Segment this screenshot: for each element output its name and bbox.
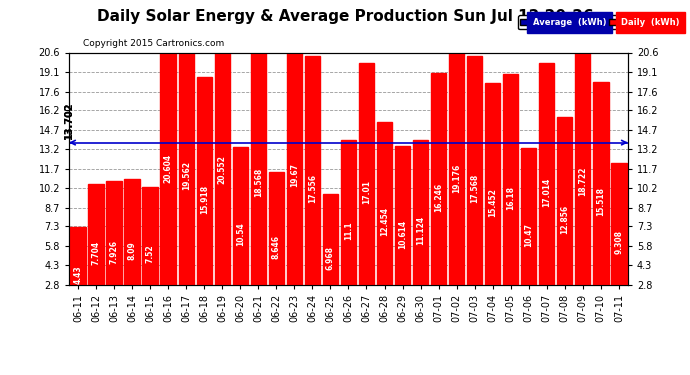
Text: 4.43: 4.43 bbox=[74, 265, 83, 284]
Bar bbox=[449, 34, 464, 285]
Text: 7.926: 7.926 bbox=[110, 240, 119, 264]
Text: Daily Solar Energy & Average Production Sun Jul 12 20:26: Daily Solar Energy & Average Production … bbox=[97, 9, 593, 24]
Bar bbox=[359, 63, 374, 285]
Text: 15.918: 15.918 bbox=[199, 185, 208, 214]
Text: 10.614: 10.614 bbox=[398, 219, 407, 249]
Text: 8.09: 8.09 bbox=[128, 241, 137, 260]
Bar bbox=[611, 164, 627, 285]
Text: Copyright 2015 Cartronics.com: Copyright 2015 Cartronics.com bbox=[83, 39, 224, 48]
Bar bbox=[124, 179, 140, 285]
Bar bbox=[250, 42, 266, 285]
Text: 20.552: 20.552 bbox=[218, 154, 227, 183]
Bar bbox=[287, 28, 302, 285]
Text: 15.518: 15.518 bbox=[596, 188, 605, 216]
Text: 10.47: 10.47 bbox=[524, 223, 533, 247]
Text: 18.722: 18.722 bbox=[578, 166, 587, 196]
Text: 10.54: 10.54 bbox=[236, 223, 245, 246]
Bar bbox=[323, 194, 338, 285]
Bar bbox=[88, 184, 104, 285]
Text: 13.702: 13.702 bbox=[64, 101, 74, 139]
Bar bbox=[593, 82, 609, 285]
Bar bbox=[70, 227, 86, 285]
Bar bbox=[197, 77, 212, 285]
Bar bbox=[575, 40, 591, 285]
Text: 17.01: 17.01 bbox=[362, 180, 371, 204]
Bar bbox=[377, 122, 392, 285]
Bar bbox=[503, 74, 518, 285]
Text: 12.856: 12.856 bbox=[560, 205, 569, 234]
Bar bbox=[431, 73, 446, 285]
Text: 17.568: 17.568 bbox=[470, 174, 479, 203]
Legend: Average  (kWh), Daily  (kWh): Average (kWh), Daily (kWh) bbox=[518, 15, 682, 29]
Text: 16.246: 16.246 bbox=[434, 183, 443, 212]
Bar bbox=[521, 148, 536, 285]
Text: 20.604: 20.604 bbox=[164, 154, 172, 183]
Text: 12.454: 12.454 bbox=[380, 207, 389, 237]
Text: 6.968: 6.968 bbox=[326, 246, 335, 270]
Bar bbox=[413, 140, 428, 285]
Bar bbox=[233, 147, 248, 285]
Text: 15.452: 15.452 bbox=[489, 188, 497, 217]
Bar bbox=[557, 117, 573, 285]
Bar bbox=[106, 182, 121, 285]
Text: 17.556: 17.556 bbox=[308, 174, 317, 203]
Bar bbox=[179, 30, 194, 285]
Bar bbox=[305, 56, 320, 285]
Bar bbox=[467, 56, 482, 285]
Bar bbox=[161, 16, 176, 285]
Bar bbox=[341, 140, 356, 285]
Text: 7.704: 7.704 bbox=[92, 241, 101, 265]
Text: 8.646: 8.646 bbox=[272, 235, 281, 259]
Bar bbox=[395, 146, 410, 285]
Bar bbox=[142, 187, 158, 285]
Text: 19.562: 19.562 bbox=[181, 161, 190, 190]
Text: 16.18: 16.18 bbox=[506, 186, 515, 210]
Text: 19.176: 19.176 bbox=[452, 164, 461, 193]
Bar bbox=[485, 83, 500, 285]
Bar bbox=[215, 16, 230, 285]
Text: 9.308: 9.308 bbox=[614, 231, 623, 255]
Text: 13.702: 13.702 bbox=[64, 101, 74, 139]
Text: 11.1: 11.1 bbox=[344, 222, 353, 240]
Text: 11.124: 11.124 bbox=[416, 216, 425, 245]
Text: 19.67: 19.67 bbox=[290, 163, 299, 187]
Bar bbox=[539, 63, 555, 285]
Text: 17.014: 17.014 bbox=[542, 177, 551, 207]
Text: 18.568: 18.568 bbox=[254, 167, 263, 196]
Bar bbox=[268, 172, 284, 285]
Text: 7.52: 7.52 bbox=[146, 245, 155, 264]
